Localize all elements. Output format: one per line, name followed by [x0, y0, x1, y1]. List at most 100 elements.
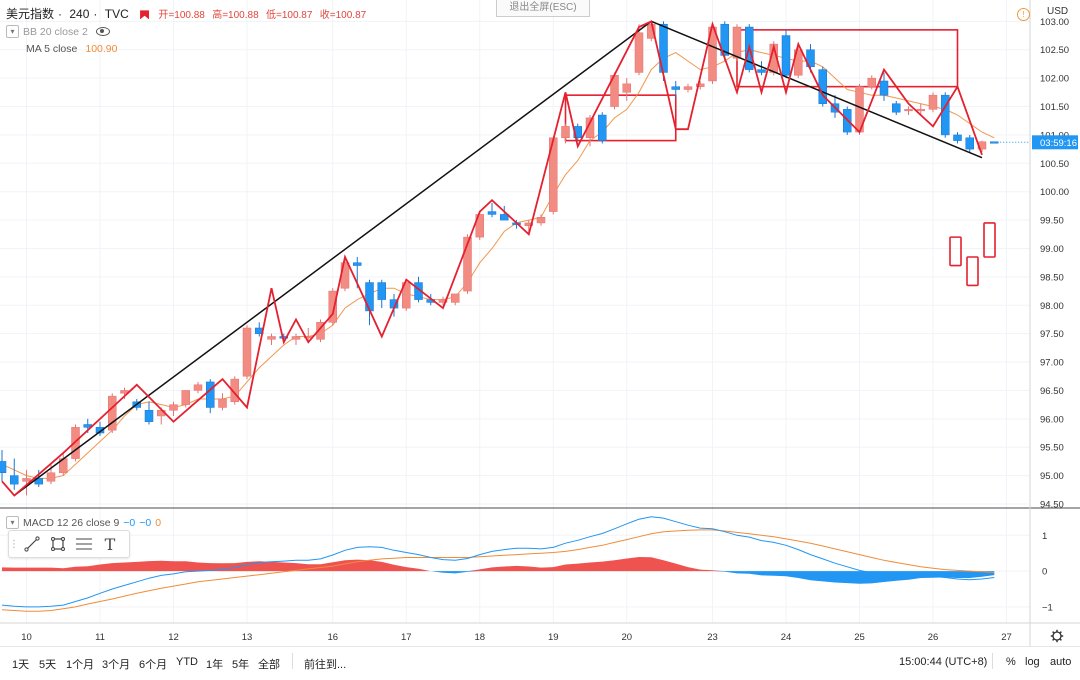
- low-value: 低=100.87: [265, 10, 313, 21]
- macd-value-1: −0: [123, 516, 136, 529]
- candle-body: [181, 390, 190, 405]
- drag-handle-icon[interactable]: ⋮: [9, 538, 19, 550]
- candle-body: [10, 475, 19, 485]
- period-1m[interactable]: 1个月: [66, 659, 95, 671]
- gear-icon-tooth: [1052, 638, 1055, 641]
- ma-indicator-row[interactable]: MA 5 close 100.90: [26, 43, 117, 55]
- eye-icon[interactable]: [95, 27, 110, 36]
- price-tick-label: 95.00: [1040, 471, 1064, 482]
- period-3m[interactable]: 3个月: [102, 659, 131, 671]
- candle-body: [683, 86, 693, 90]
- macd-histogram-positive: [2, 557, 995, 572]
- period-6m[interactable]: 6个月: [139, 659, 168, 671]
- candle-body: [879, 80, 889, 96]
- price-axis: 103.00102.50102.00101.50101.00100.50100.…: [1040, 17, 1069, 511]
- text-tool-icon[interactable]: T: [104, 534, 116, 554]
- candle-body: [71, 427, 80, 459]
- percent-toggle[interactable]: %: [1006, 656, 1016, 668]
- candle-body: [291, 336, 301, 340]
- chart-header: 美元指数 · 240 · TVC 开=100.88 高=100.88 低=100.8…: [6, 7, 367, 21]
- projection-box: [983, 222, 996, 258]
- candle-body: [696, 83, 705, 87]
- candle-body: [732, 26, 742, 59]
- macd-line: [1, 516, 995, 608]
- candle-body: [487, 211, 497, 215]
- period-1y[interactable]: 1年: [206, 659, 224, 671]
- price-tick-label: 103.00: [1040, 17, 1069, 28]
- candle-body: [402, 282, 411, 309]
- trend-line-icon[interactable]: [19, 532, 45, 556]
- trend-line: [650, 20, 983, 159]
- candle-body: [451, 293, 460, 303]
- chevron-icon[interactable]: ▾: [6, 25, 19, 38]
- candle-body: [585, 117, 595, 139]
- candle-body: [990, 141, 999, 144]
- candle-body: [230, 378, 239, 403]
- candle-body: [316, 322, 325, 340]
- candle-body: [634, 32, 644, 73]
- time-tick-label: 24: [781, 632, 792, 643]
- price-tick-label: 99.50: [1040, 216, 1064, 227]
- clock[interactable]: 15:00:44 (UTC+8): [899, 656, 988, 668]
- bb-indicator-label: BB 20 close 2: [23, 25, 88, 38]
- price-tick-label: 95.50: [1040, 443, 1064, 454]
- price-tick-label: 100.50: [1040, 159, 1069, 170]
- rectangle-icon[interactable]: [45, 532, 71, 556]
- candle-body: [414, 282, 423, 300]
- candle-body: [377, 282, 386, 300]
- close-value: 收=100.87: [319, 10, 367, 21]
- interval[interactable]: 240: [69, 7, 90, 21]
- time-tick-label: 12: [168, 632, 179, 643]
- goto-date-button[interactable]: 前往到...: [304, 659, 347, 671]
- gear-icon-tooth: [1052, 631, 1055, 634]
- candle-body: [524, 222, 533, 227]
- candle-body: [916, 109, 925, 112]
- time-tick-label: 20: [621, 632, 632, 643]
- period-5d[interactable]: 5天: [39, 659, 57, 671]
- chevron-icon[interactable]: ▾: [6, 516, 19, 529]
- candle-body: [928, 94, 938, 110]
- period-all[interactable]: 全部: [258, 659, 280, 671]
- macd-indicator-label: MACD 12 26 close 9: [23, 516, 120, 529]
- exit-fullscreen-button[interactable]: 退出全屏(ESC): [496, 0, 590, 17]
- candle-body: [671, 86, 680, 90]
- projection-box: [949, 236, 962, 267]
- log-toggle[interactable]: log: [1025, 656, 1040, 668]
- candle-body: [892, 103, 901, 113]
- bottom-toolbar: 1天 5天 1个月 3个月 6个月 YTD 1年 5年 全部 前往到... 15…: [0, 646, 1080, 676]
- period-1d[interactable]: 1天: [12, 659, 30, 671]
- period-ytd[interactable]: YTD: [176, 656, 198, 668]
- separator: [992, 653, 993, 669]
- currency-label[interactable]: USD: [1047, 6, 1069, 17]
- candles: [0, 21, 999, 496]
- gear-icon-tooth: [1059, 631, 1062, 634]
- ma-indicator-value: 100.90: [85, 43, 118, 55]
- time-tick-label: 26: [928, 632, 939, 643]
- candle-body: [353, 262, 362, 266]
- price-tick-label: 96.50: [1040, 386, 1064, 397]
- period-5y[interactable]: 5年: [232, 659, 250, 671]
- price-tick-label: 100.00: [1040, 187, 1069, 198]
- candle-body: [438, 299, 448, 303]
- fib-lines-icon[interactable]: [71, 532, 97, 556]
- candle-body: [267, 336, 276, 340]
- macd-indicator-row[interactable]: ▾ MACD 12 26 close 9 −0 −0 0: [6, 516, 161, 529]
- trend-line: [13, 20, 652, 497]
- symbol-name[interactable]: 美元指数: [6, 7, 55, 21]
- bb-indicator-row[interactable]: ▾ BB 20 close 2: [6, 25, 110, 38]
- candle-body: [561, 126, 570, 139]
- candle-body: [867, 77, 876, 87]
- candle-body: [22, 478, 31, 482]
- gear-icon[interactable]: [1050, 629, 1064, 643]
- candle-body: [0, 461, 7, 474]
- zigzag-line: [1, 20, 983, 497]
- separator: [292, 653, 293, 669]
- candle-body: [144, 410, 154, 422]
- high-value: 高=100.88: [212, 10, 259, 21]
- auto-toggle[interactable]: auto: [1050, 656, 1072, 668]
- macd-tick-label: 1: [1042, 531, 1047, 542]
- alert-clock-icon[interactable]: !: [1017, 8, 1030, 21]
- price-tick-label: 102.50: [1040, 45, 1069, 56]
